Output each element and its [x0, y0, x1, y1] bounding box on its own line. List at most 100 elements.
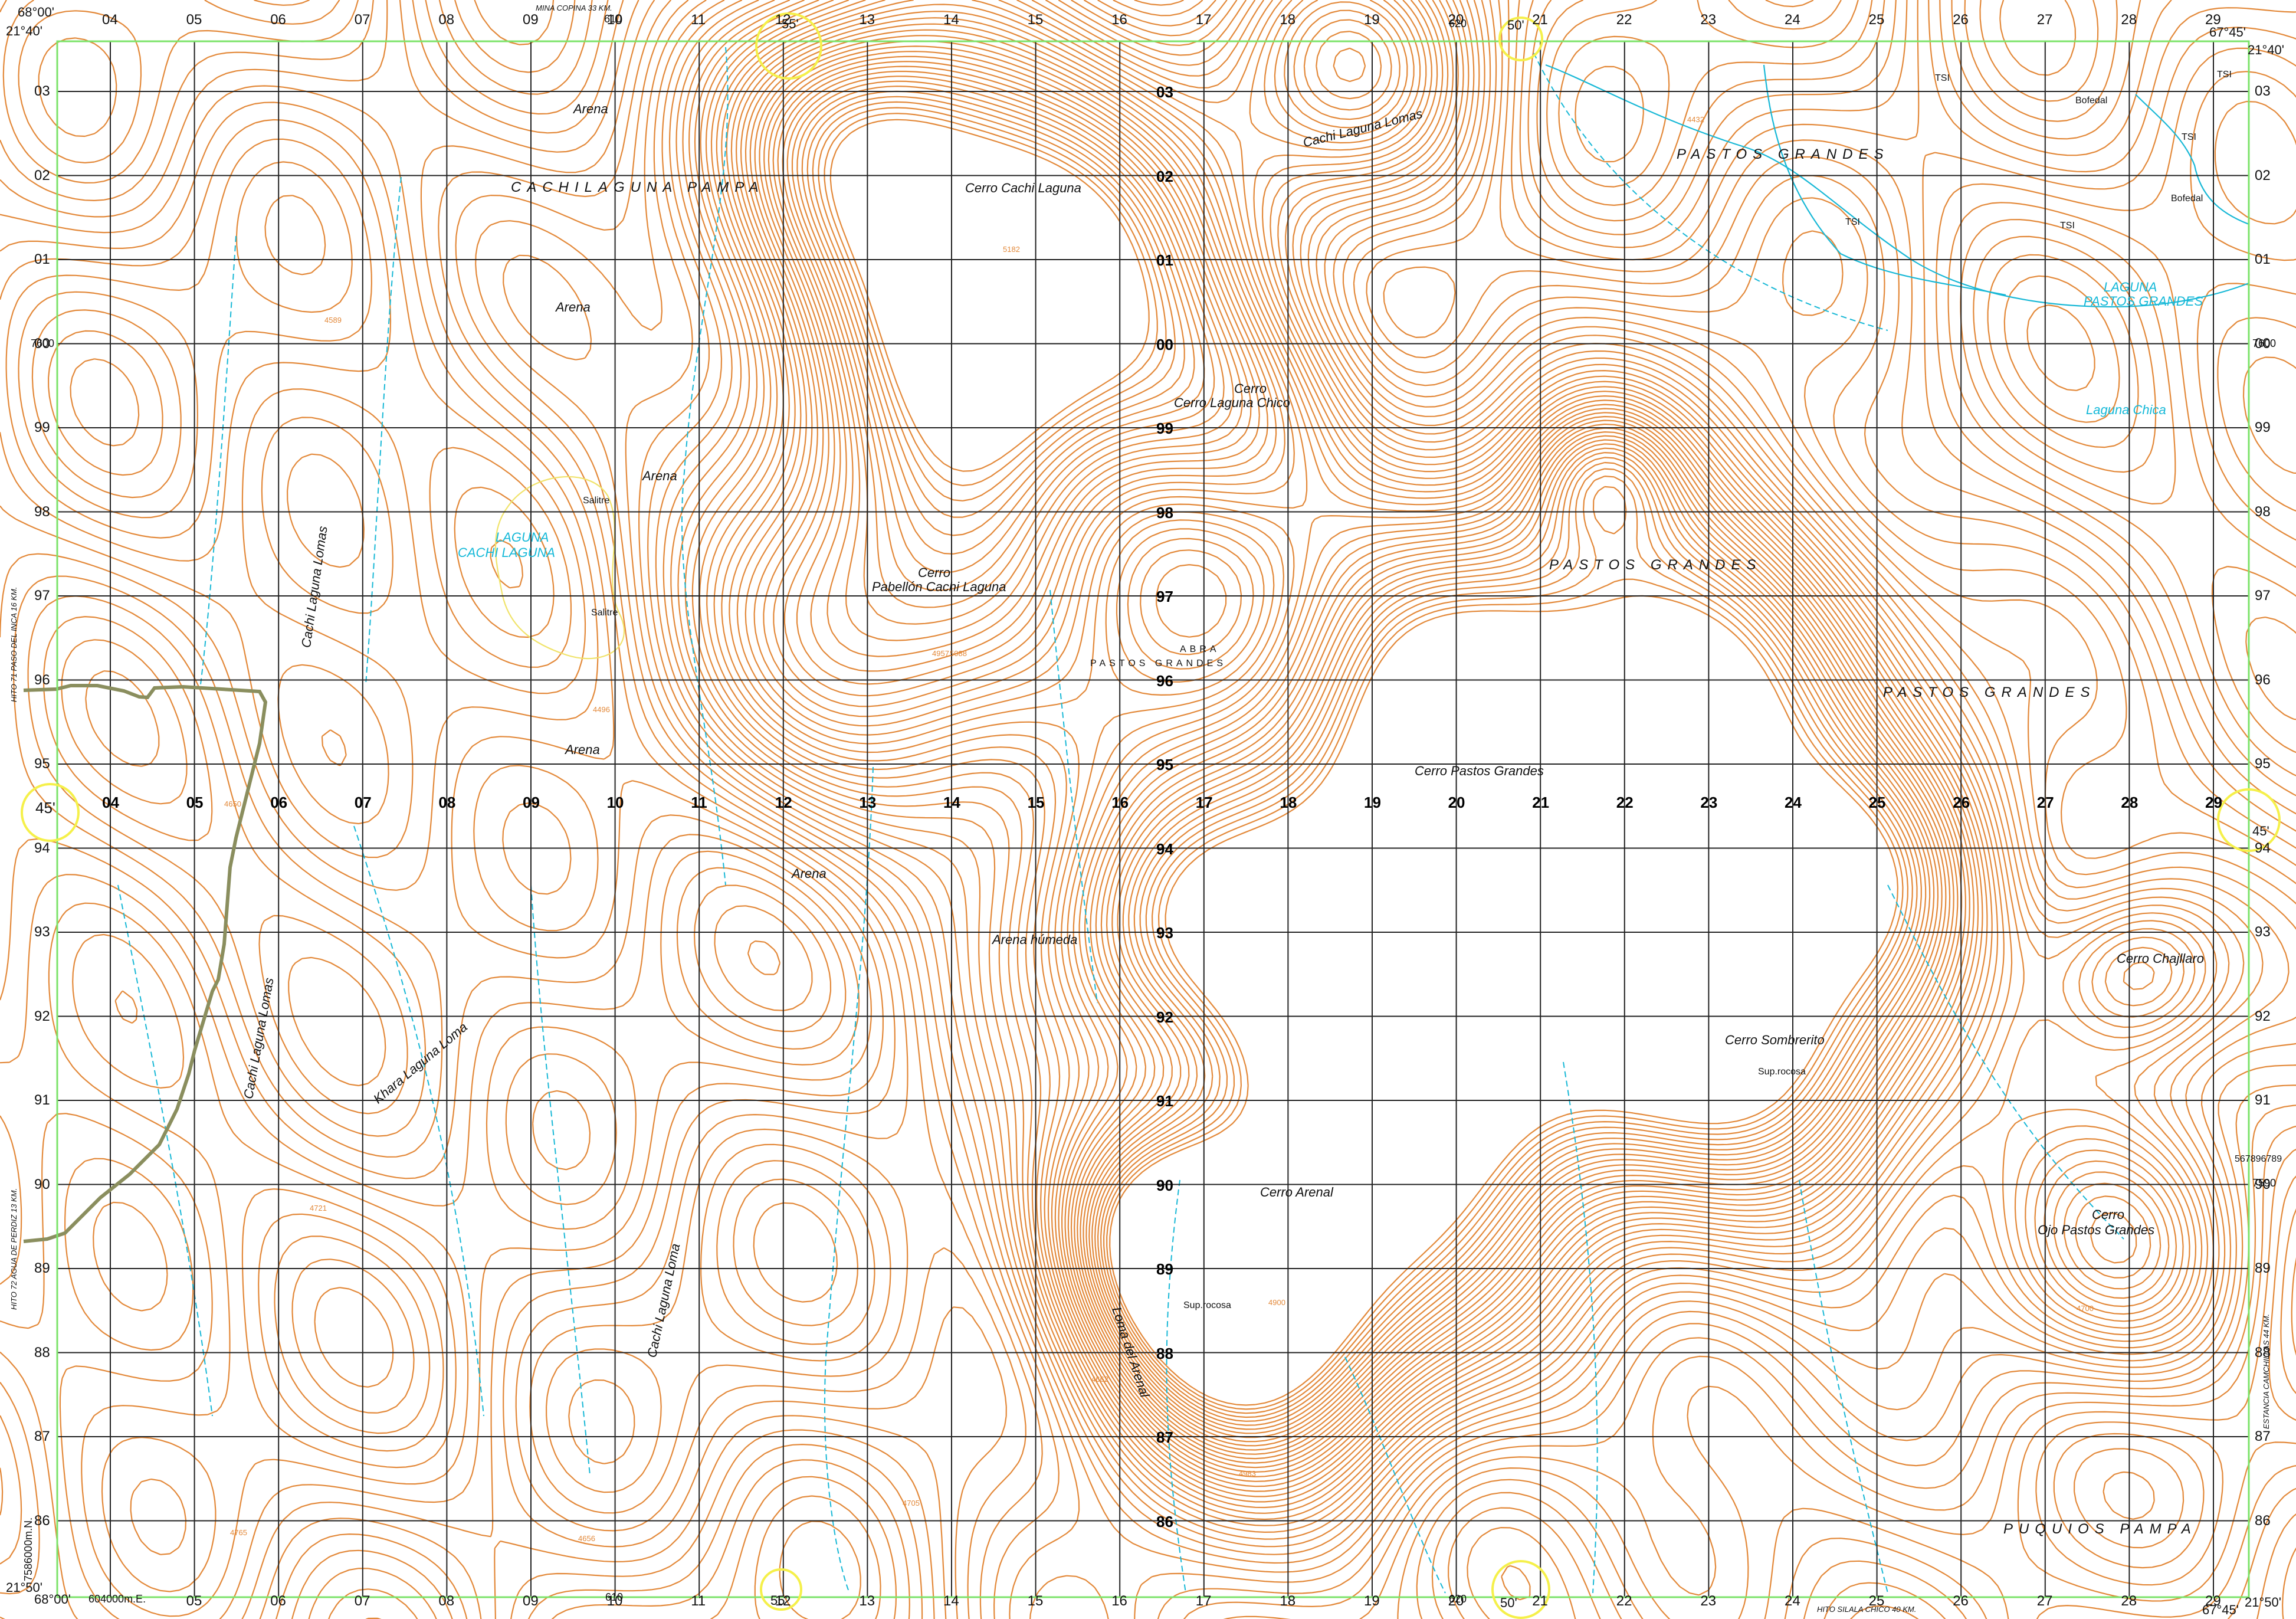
- stream: [1049, 589, 1098, 1004]
- easting-tick: 06: [270, 12, 286, 28]
- easting-tick-bottom: 25: [1868, 1593, 1885, 1609]
- left-45-min: 45': [35, 799, 55, 817]
- easting-tick-mid: 19: [1364, 794, 1381, 811]
- bottom-50-min: 50': [1500, 1595, 1517, 1610]
- northing-tick-inner: 88: [1156, 1344, 1173, 1362]
- easting-tick-bottom: 05: [186, 1593, 202, 1609]
- easting-tick: 15: [1027, 12, 1044, 28]
- easting-tick-bottom: 23: [1700, 1593, 1717, 1609]
- label-tsi-5: TSI: [2217, 70, 2232, 80]
- spot-height: 5088: [950, 649, 967, 658]
- left-7600: 7600: [31, 337, 55, 349]
- northing-tick-left: 87: [34, 1428, 50, 1444]
- easting-tick-mid: 27: [2036, 794, 2054, 811]
- label-cerro-laguna-chico: Cerro Laguna Chico: [1174, 395, 1290, 410]
- spot-height: 4765: [230, 1528, 247, 1537]
- label-laguna-2: LAGUNA: [2104, 280, 2157, 294]
- top-610: 610: [604, 13, 622, 25]
- bottom-left-lon: 68°00': [34, 1592, 71, 1607]
- label-pastos-grandes-2: PASTOS GRANDES: [1549, 557, 1762, 573]
- easting-tick-mid: 18: [1280, 794, 1297, 811]
- top-right-lon: 67°45': [2209, 25, 2246, 40]
- northing-tick-inner: 90: [1156, 1176, 1173, 1194]
- bottom-610: 610: [605, 1591, 624, 1603]
- northing-tick-left: 88: [34, 1344, 50, 1361]
- northing-tick-inner: 95: [1156, 756, 1173, 774]
- spot-height: 5182: [1003, 245, 1020, 254]
- spot-height: 4721: [310, 1204, 327, 1212]
- northing-tick-right: 97: [2255, 588, 2271, 604]
- minute-markers: [21, 12, 2281, 1619]
- easting-tick-bottom: 11: [691, 1593, 706, 1609]
- label-cerro-1: Cerro: [1234, 381, 1267, 396]
- northing-tick-inner: 92: [1156, 1008, 1173, 1026]
- easting-tick-bottom: 21: [1532, 1593, 1548, 1609]
- northing-tick-left: 94: [34, 840, 50, 856]
- easting-tick: 08: [438, 12, 455, 28]
- note-estancia: ESTANCIA CAMCHILLAS 44 KM.: [2262, 1313, 2271, 1429]
- easting-tick-mid: 26: [1953, 794, 1970, 811]
- map-frame: [56, 40, 2250, 1598]
- right-45-min: 45': [2252, 824, 2269, 838]
- label-tsi-2: TSI: [1845, 217, 1860, 227]
- stream: [365, 176, 402, 685]
- easting-tick-bottom: 16: [1111, 1593, 1127, 1609]
- easting-tick-mid: 09: [523, 794, 540, 811]
- easting-tick-mid: 28: [2121, 794, 2138, 811]
- label-pabellon-cachi-laguna: Pabellón Cachi Laguna: [872, 579, 1006, 594]
- northing-tick-right: 03: [2255, 83, 2271, 99]
- spot-height: 4983: [1239, 1469, 1256, 1478]
- note-mina-copina: MINA COPINA 33 KM.: [536, 4, 612, 12]
- easting-tick-mid: 07: [354, 794, 372, 811]
- right-7600: 7600: [2252, 337, 2277, 349]
- cachi-laguna-lake: [494, 476, 625, 660]
- spot-height: 4432: [1687, 115, 1704, 124]
- easting-tick-mid: 22: [1616, 794, 1634, 811]
- easting-tick-bottom: 27: [2036, 1593, 2053, 1609]
- northing-tick-inner: 94: [1156, 840, 1173, 858]
- label-pastos-grandes-1: PASTOS GRANDES: [1677, 146, 1890, 162]
- easting-tick: 25: [1868, 12, 1885, 28]
- right-7590: 7590: [2252, 1177, 2277, 1189]
- label-cachilaguna-pampa: CACHILAGUNA PAMPA: [511, 179, 765, 195]
- northing-tick-inner: 86: [1156, 1512, 1173, 1530]
- northing-tick-right: 92: [2255, 1008, 2271, 1024]
- label-arena-humeda: Arena húmeda: [992, 932, 1078, 947]
- northing-tick-right: 89: [2255, 1260, 2271, 1276]
- top-left-lat: 21°40': [6, 24, 42, 38]
- spot-height: 4662: [1091, 1375, 1108, 1384]
- easting-tick-bottom: 12: [775, 1593, 791, 1609]
- label-laguna-1: LAGUNA: [496, 530, 549, 545]
- top-left-lon: 68°00': [18, 5, 54, 19]
- northing-tick-right: 98: [2255, 503, 2271, 520]
- spot-height: 4656: [578, 1534, 595, 1543]
- label-laguna-chica: Laguna Chica: [2086, 402, 2166, 417]
- easting-tick: 17: [1195, 12, 1212, 28]
- drainage-streams: [117, 47, 2124, 1594]
- northing-tick-right: 01: [2255, 251, 2271, 267]
- spot-height: 4900: [1268, 1298, 1285, 1307]
- northing-tick-right: 91: [2255, 1092, 2271, 1108]
- northing-tick-left: 02: [34, 167, 50, 183]
- easting-tick: 26: [1953, 12, 1969, 28]
- marsh-edge: [1763, 64, 2006, 296]
- label-cerro-3: Cerro: [2092, 1207, 2125, 1222]
- easting-tick-mid: 29: [2205, 794, 2222, 811]
- northing-tick-right: 90: [2255, 1176, 2271, 1192]
- northing-tick-left: 00: [34, 335, 50, 352]
- lake-outline: [2135, 94, 2249, 225]
- easting-tick: 09: [523, 12, 539, 28]
- northing-tick-left: 03: [34, 83, 50, 99]
- label-puquios-pampa: PUQUIOS PAMPA: [2003, 1521, 2197, 1537]
- stream: [200, 235, 237, 685]
- bottom-left-lat: 21°50': [6, 1580, 42, 1595]
- easting-tick-mid: 05: [186, 794, 204, 811]
- easting-tick-bottom: 07: [354, 1593, 370, 1609]
- northing-tick-left: 99: [34, 420, 50, 435]
- label-cerro-chajllaro: Cerro Chajllaro: [2117, 951, 2204, 966]
- easting-tick-mid: 20: [1448, 794, 1465, 811]
- easting-tick-bottom: 09: [523, 1593, 539, 1609]
- northing-tick-inner: 00: [1156, 335, 1173, 353]
- easting-tick-mid: 24: [1785, 794, 1802, 811]
